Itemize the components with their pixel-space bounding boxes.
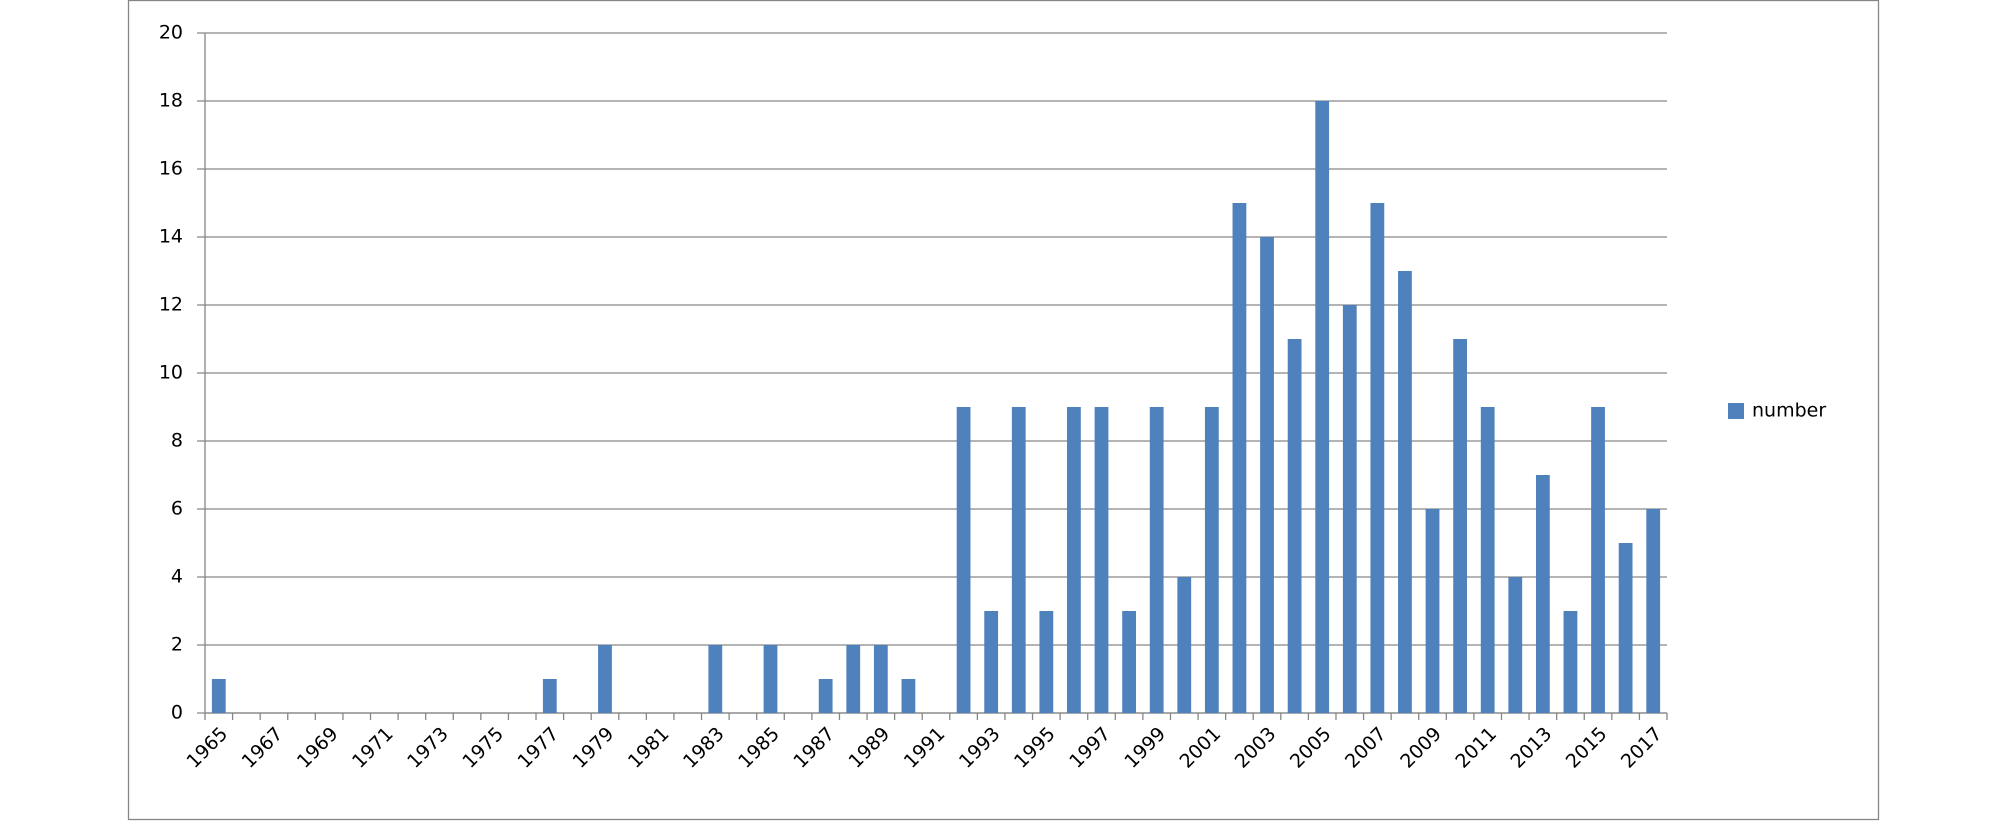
bar (1535, 475, 1550, 713)
bar (1067, 407, 1081, 713)
bar (873, 645, 888, 713)
y-tick-label: 14 (159, 226, 183, 248)
y-tick-label: 2 (171, 634, 183, 656)
y-tick-label: 4 (171, 566, 183, 588)
bar (901, 679, 916, 713)
bar (1480, 407, 1495, 713)
bar (1039, 611, 1054, 713)
bar (542, 679, 557, 713)
bar (1453, 339, 1468, 713)
bar (1315, 101, 1330, 713)
bar (708, 645, 723, 713)
bar (763, 645, 778, 713)
bar (956, 407, 971, 713)
bar (1618, 543, 1633, 713)
legend-label: number (1752, 400, 1826, 422)
bar (1094, 407, 1109, 713)
bar (818, 679, 833, 713)
bar (1122, 611, 1136, 713)
y-tick-label: 6 (171, 498, 183, 520)
bar (1646, 509, 1661, 713)
y-tick-label: 20 (159, 22, 183, 44)
bar (1508, 577, 1523, 713)
bar (1398, 271, 1412, 713)
y-tick-label: 10 (159, 362, 183, 384)
bar (1149, 407, 1164, 713)
bar (1563, 611, 1578, 713)
bar (1591, 407, 1605, 713)
legend-swatch (1728, 403, 1744, 419)
bar (1370, 203, 1385, 713)
y-tick-label: 0 (171, 702, 183, 724)
bar (1232, 203, 1247, 713)
chart-border (127, 0, 1880, 821)
bar (846, 645, 861, 713)
bar (1177, 577, 1192, 713)
bar (1011, 407, 1026, 713)
bar (1342, 305, 1357, 713)
bar (1204, 407, 1219, 713)
bar (598, 645, 612, 713)
bar (1260, 237, 1274, 713)
bar (1425, 509, 1440, 713)
y-tick-label: 12 (159, 294, 183, 316)
y-tick-label: 16 (159, 158, 183, 180)
bar (211, 679, 226, 713)
y-tick-label: 18 (159, 90, 183, 112)
y-tick-label: 8 (171, 430, 183, 452)
bar (984, 611, 999, 713)
bar (1287, 339, 1302, 713)
